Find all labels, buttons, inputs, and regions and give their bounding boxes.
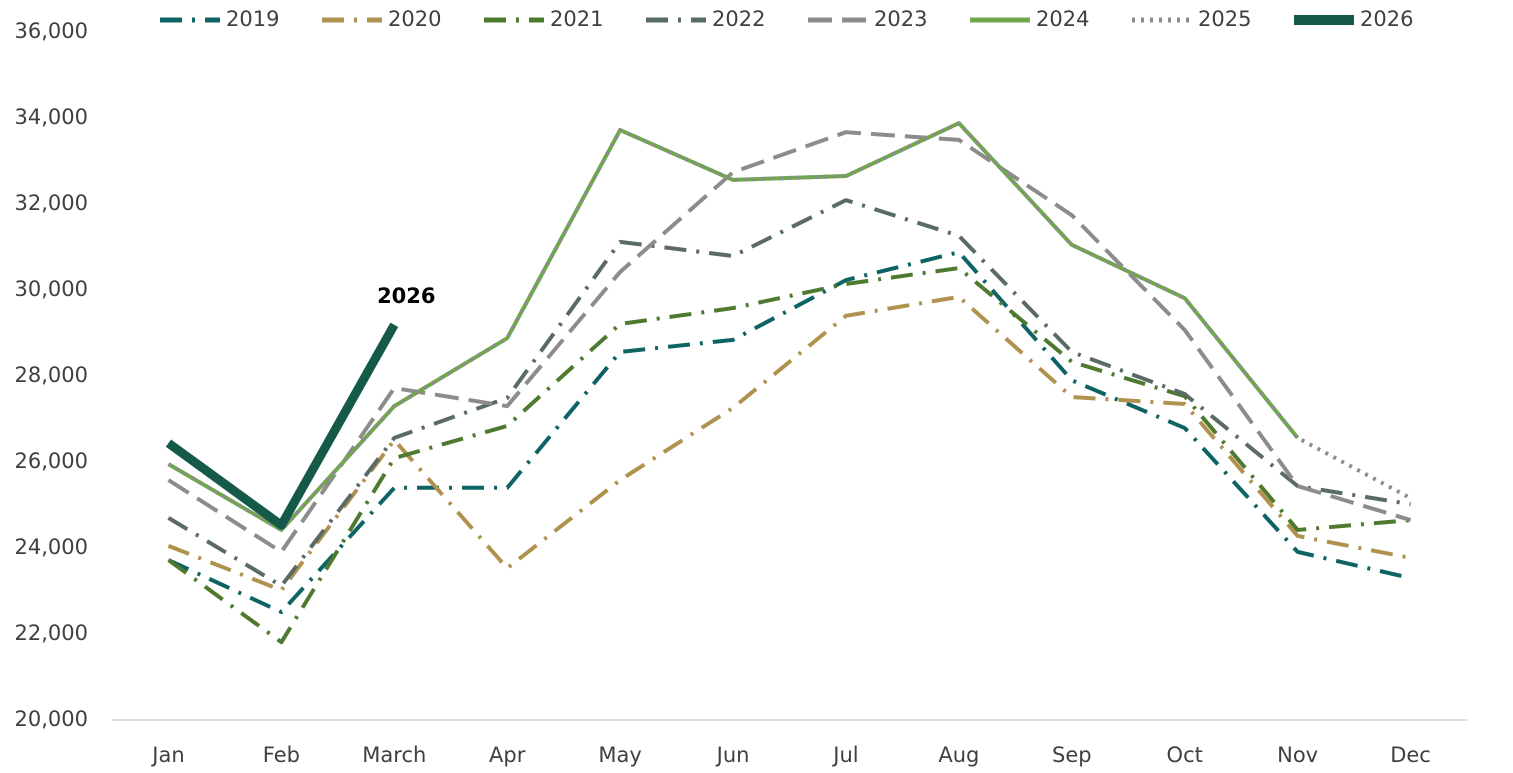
y-tick-label: 22,000 (15, 621, 88, 645)
x-tick-label: Feb (263, 743, 300, 767)
x-tick-label: Jun (715, 743, 750, 767)
y-tick-label: 20,000 (15, 707, 88, 731)
legend-label: 2024 (1036, 7, 1089, 31)
series-line (167, 198, 1411, 588)
x-tick-label: Sep (1052, 743, 1092, 767)
x-tick-label: Apr (489, 743, 526, 767)
y-tick-label: 26,000 (15, 449, 88, 473)
series-line (167, 130, 1412, 554)
series-line (167, 121, 1412, 532)
legend-label: 2022 (712, 7, 765, 31)
y-tick-label: 30,000 (15, 277, 88, 301)
series-line (167, 266, 1411, 645)
y-tick-label: 34,000 (15, 105, 88, 129)
legend-label: 2025 (1198, 7, 1251, 31)
y-tick-label: 36,000 (15, 19, 88, 43)
x-tick-label: May (598, 743, 641, 767)
x-tick-label: Nov (1277, 743, 1318, 767)
x-tick-label: Oct (1167, 743, 1203, 767)
y-tick-label: 28,000 (15, 363, 88, 387)
series-line (167, 250, 1411, 615)
legend-label: 2020 (388, 7, 441, 31)
x-tick-label: Aug (938, 743, 979, 767)
annotation: 2026 (377, 284, 435, 308)
x-tick-label: March (362, 743, 426, 767)
x-tick-label: Jan (150, 743, 184, 767)
series-line (167, 121, 1300, 532)
legend-label: 2021 (550, 7, 603, 31)
series-line (165, 322, 399, 530)
y-tick-label: 32,000 (15, 191, 88, 215)
x-tick-label: Jul (831, 743, 858, 767)
legend-label: 2026 (1360, 7, 1413, 31)
x-tick-label: Dec (1390, 743, 1431, 767)
legend-label: 2023 (874, 7, 927, 31)
series-line (167, 294, 1411, 593)
y-tick-label: 24,000 (15, 535, 88, 559)
legend-label: 2019 (226, 7, 279, 31)
